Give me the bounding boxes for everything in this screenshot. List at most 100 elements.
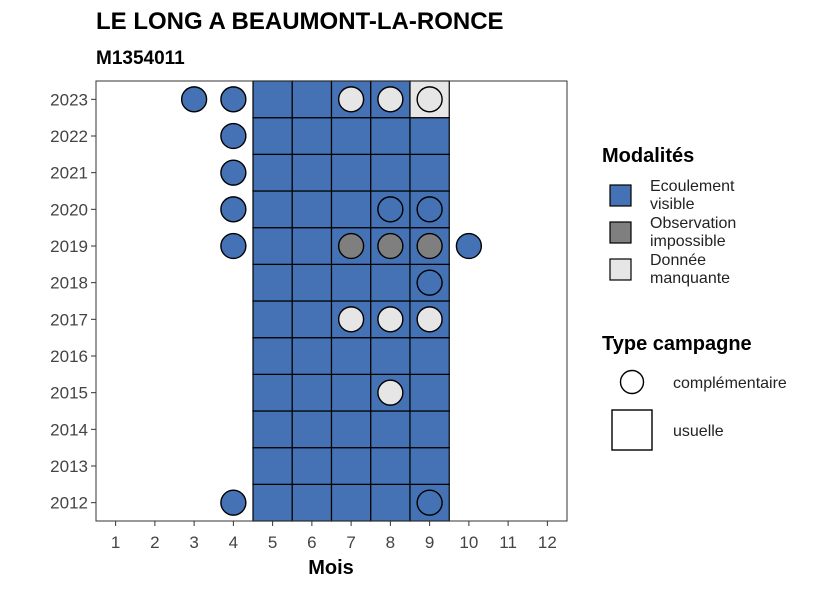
legend-title-campagne: Type campagne [602,333,752,355]
chart-title: LE LONG A BEAUMONT-LA-RONCE [96,8,504,35]
legend-label-campagne-1: usuelle [673,423,724,440]
tile-2022-8 [370,117,411,155]
tile-2012-7 [330,483,372,522]
tile-2012-5 [252,483,293,522]
tile-2020-6 [291,190,333,229]
point-2012-9 [416,489,443,516]
legend-label-0: visible [650,196,695,213]
tile-2014-6 [291,410,333,449]
tile-2017-6 [291,300,333,339]
x-tick-label: 7 [346,533,355,552]
x-tick-label: 11 [499,533,517,552]
legend-label-1: Observation [650,215,736,232]
tile-2013-7 [330,447,372,485]
y-tick-label: 2017 [50,310,88,329]
point-2023-8 [377,86,404,113]
tile-2023-6 [291,80,333,119]
tile-2019-6 [291,227,333,265]
x-tick-label: 6 [307,533,316,552]
tile-2014-8 [370,410,411,449]
tile-2016-7 [330,337,372,375]
plot-area [95,80,568,522]
tile-2016-9 [409,337,450,375]
point-2015-8 [377,379,404,406]
x-tick-label: 3 [189,533,198,552]
x-axis-title: Mois [308,557,354,579]
point-2023-9 [416,86,443,113]
point-2023-3 [180,86,208,113]
tile-2021-8 [370,153,411,192]
point-2020-9 [416,196,443,223]
tile-2022-9 [409,117,450,155]
point-2019-4 [220,232,247,260]
legend-label-2: Donnée [650,252,706,269]
x-tick-label: 1 [111,533,120,552]
legend-label-1: impossible [650,233,726,250]
tile-2013-9 [409,447,450,485]
x-tick-label: 2 [150,533,159,552]
tile-2020-7 [330,190,372,229]
tile-2021-5 [252,153,293,192]
legend-swatch-0 [609,184,632,207]
tile-2014-7 [330,410,372,449]
plot-border [95,80,568,522]
point-2017-9 [416,306,443,333]
tile-2012-8 [370,483,411,522]
point-2023-7 [337,86,365,113]
tile-2016-5 [252,337,293,375]
y-tick-label: 2013 [50,457,88,476]
legend-swatch-1 [609,221,632,244]
point-2017-8 [377,306,404,333]
tile-2013-5 [252,447,293,485]
point-2012-4 [220,489,247,516]
y-tick-label: 2022 [50,127,88,146]
point-2019-9 [416,232,443,260]
y-tick-label: 2020 [50,200,88,219]
chart-subtitle: M1354011 [96,48,185,69]
tile-2015-9 [409,373,450,412]
x-tick-label: 10 [459,533,478,552]
tile-2016-8 [370,337,411,375]
legend-shape-square [611,409,653,451]
tile-2018-8 [370,263,411,302]
x-tick-label: 9 [425,533,434,552]
point-2019-8 [377,232,404,260]
tile-2022-7 [330,117,372,155]
tile-2019-5 [252,227,293,265]
x-tick-label: 5 [268,533,277,552]
tile-2016-6 [291,337,333,375]
tile-2018-6 [291,263,333,302]
tile-2022-6 [291,117,333,155]
point-2020-4 [220,196,247,223]
tile-2017-5 [252,300,293,339]
point-2018-9 [416,269,443,296]
tile-2018-5 [252,263,293,302]
tile-2020-5 [252,190,293,229]
y-tick-label: 2019 [50,237,88,256]
tile-2015-5 [252,373,293,412]
y-tick-label: 2018 [50,274,88,293]
y-tick-label: 2012 [50,494,88,513]
y-tick-label: 2023 [50,90,88,109]
point-2021-4 [220,159,247,186]
point-2019-7 [337,232,365,260]
y-tick-label: 2021 [50,164,88,183]
tile-2023-5 [252,80,293,119]
tile-2012-6 [291,483,333,522]
tile-2015-7 [330,373,372,412]
legend-shape-circle [619,369,645,395]
tile-2013-8 [370,447,411,485]
y-tick-label: 2014 [50,420,88,439]
tile-2021-9 [409,153,450,192]
tile-2018-7 [330,263,372,302]
x-tick-label: 8 [386,533,395,552]
y-tick-label: 2016 [50,347,88,366]
tile-2015-6 [291,373,333,412]
tile-2014-5 [252,410,293,449]
legend-label-campagne-0: complémentaire [673,375,787,392]
x-axis: 1 2 3 4 5 6 7 8 9 10 11 12 [111,521,557,552]
legend-label-2: manquante [650,270,730,287]
y-axis: 2012 2013 2014 2015 2016 2017 2018 2019 2020 2021… [50,90,96,513]
point-2023-4 [220,86,247,113]
